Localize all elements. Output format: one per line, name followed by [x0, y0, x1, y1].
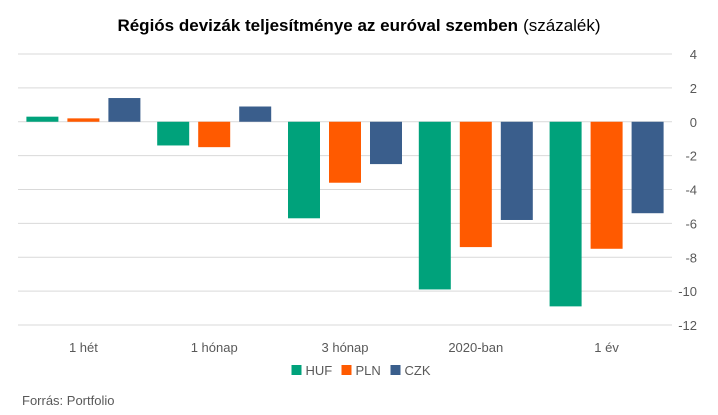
- y-tick-label: -8: [685, 250, 697, 265]
- legend-swatch-pln: [341, 365, 352, 375]
- chart-title: Régiós devizák teljesítménye az euróval …: [117, 16, 600, 35]
- x-category-label: 1 hónap: [191, 340, 238, 355]
- legend-label-pln: PLN: [356, 363, 381, 378]
- bar-pln: [590, 121, 623, 249]
- bar-huf: [26, 116, 59, 122]
- y-tick-label: 4: [690, 47, 697, 62]
- y-tick-label: -6: [685, 216, 697, 231]
- bar-czk: [370, 121, 402, 165]
- y-tick-label: -10: [678, 284, 697, 299]
- y-tick-label: 2: [690, 81, 697, 96]
- source-note: Forrás: Portfolio: [22, 393, 114, 408]
- chart-title-unit: (százalék): [523, 16, 600, 35]
- legend-label-czk: CZK: [405, 363, 431, 378]
- x-axis-categories: 1 hét 1 hónap 3 hónap 2020-ban 1 év: [69, 340, 619, 355]
- y-tick-label: 0: [690, 115, 697, 130]
- x-category-label: 3 hónap: [322, 340, 369, 355]
- bar-huf: [157, 121, 190, 146]
- x-category-label: 1 hét: [69, 340, 98, 355]
- bars: [26, 98, 664, 307]
- bar-pln: [459, 121, 492, 248]
- legend: HUF PLN CZK: [291, 363, 431, 378]
- bar-huf: [549, 121, 582, 307]
- y-tick-label: -2: [685, 149, 697, 164]
- y-axis-ticks: 4 2 0 -2 -4 -6 -8 -10 -12: [678, 47, 697, 333]
- legend-label-huf: HUF: [306, 363, 333, 378]
- legend-swatch-czk: [390, 365, 401, 375]
- y-tick-label: -12: [678, 318, 697, 333]
- bar-pln: [329, 121, 361, 183]
- bar-huf: [288, 121, 320, 219]
- bar-pln: [67, 118, 100, 122]
- chart-title-main: Régiós devizák teljesítménye az euróval …: [117, 16, 518, 35]
- bar-pln: [198, 121, 231, 148]
- bar-czk: [631, 121, 664, 214]
- legend-swatch-huf: [291, 365, 302, 375]
- bar-czk: [239, 106, 272, 122]
- bar-czk: [108, 98, 141, 122]
- y-tick-label: -4: [685, 183, 697, 198]
- x-category-label: 1 év: [594, 340, 619, 355]
- x-category-label: 2020-ban: [448, 340, 503, 355]
- bar-huf: [418, 121, 451, 290]
- bar-czk: [500, 121, 533, 220]
